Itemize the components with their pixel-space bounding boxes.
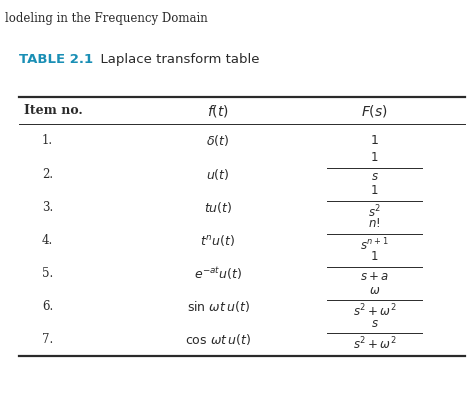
Text: lodeling in the Frequency Domain: lodeling in the Frequency Domain <box>5 12 208 25</box>
Text: $\sin\,\omega t\,u(t)$: $\sin\,\omega t\,u(t)$ <box>187 299 249 314</box>
Text: 5.: 5. <box>42 267 53 280</box>
Text: $\mathbf{\mathit{F(s)}}$: $\mathbf{\mathit{F(s)}}$ <box>361 103 388 119</box>
Text: $\omega$: $\omega$ <box>369 284 380 297</box>
Text: $tu(t)$: $tu(t)$ <box>204 200 232 215</box>
Text: $s^{2}+\omega^{2}$: $s^{2}+\omega^{2}$ <box>353 303 396 320</box>
Text: Laplace transform table: Laplace transform table <box>92 53 260 65</box>
Text: $1$: $1$ <box>370 135 379 147</box>
Text: $\mathit{f(t)}$: $\mathit{f(t)}$ <box>207 103 229 119</box>
Text: $e^{-at}u(t)$: $e^{-at}u(t)$ <box>194 265 242 282</box>
Text: $s+a$: $s+a$ <box>360 270 389 283</box>
Text: 6.: 6. <box>42 300 53 313</box>
Text: $\delta(t)$: $\delta(t)$ <box>206 133 230 149</box>
Text: $s^{2}+\omega^{2}$: $s^{2}+\omega^{2}$ <box>353 336 396 353</box>
Text: $1$: $1$ <box>370 151 379 164</box>
Text: 2.: 2. <box>42 168 53 181</box>
Text: $n!$: $n!$ <box>368 217 381 230</box>
Text: $1$: $1$ <box>370 250 379 263</box>
Text: $s$: $s$ <box>371 170 378 183</box>
Text: $s^{n+1}$: $s^{n+1}$ <box>360 237 389 253</box>
Text: $t^{n}u(t)$: $t^{n}u(t)$ <box>201 233 236 248</box>
Text: TABLE 2.1: TABLE 2.1 <box>19 53 93 65</box>
Text: $1$: $1$ <box>370 184 379 197</box>
Text: Item no.: Item no. <box>24 104 82 117</box>
Text: $s$: $s$ <box>371 317 378 330</box>
Text: $\cos\,\omega t\,u(t)$: $\cos\,\omega t\,u(t)$ <box>185 332 251 347</box>
Text: 4.: 4. <box>42 234 53 247</box>
Text: $u(t)$: $u(t)$ <box>206 166 230 182</box>
Text: 3.: 3. <box>42 201 53 214</box>
Text: $s^{2}$: $s^{2}$ <box>368 204 381 220</box>
Text: 1.: 1. <box>42 135 53 147</box>
Text: 7.: 7. <box>42 333 53 346</box>
